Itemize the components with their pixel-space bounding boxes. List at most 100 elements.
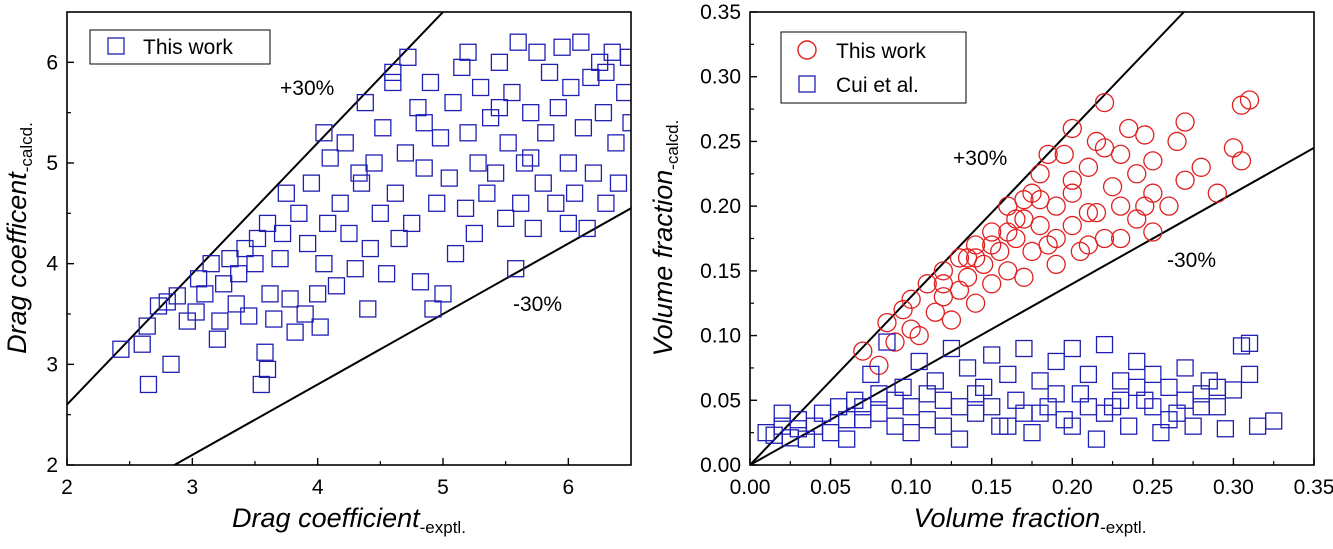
right-point-series-1 (983, 346, 1001, 364)
left-point-series-0 (553, 38, 571, 56)
left-point-series-0 (507, 260, 525, 278)
left-point-series-0 (281, 290, 299, 308)
right-point-series-0 (1191, 157, 1211, 177)
right-point-series-0 (1159, 196, 1179, 216)
right-point-series-1 (1023, 423, 1041, 442)
right-point-series-0 (949, 248, 970, 268)
right-point-series-1 (854, 411, 872, 429)
left-x-tick-label: 3 (186, 476, 198, 499)
left-point-series-0 (386, 184, 405, 202)
left-point-series-0 (565, 184, 584, 202)
left-y-tick-label: 6 (46, 51, 58, 74)
right-point-series-1 (1015, 339, 1033, 358)
right-y-axis-ticks: 0.00 0.05 0.10 0.15 0.20 0.25 0.30 0.35 (700, 1, 757, 477)
right-point-series-1 (1111, 391, 1130, 409)
right-legend-label-this-work: This work (836, 40, 926, 63)
right-point-series-0 (1006, 228, 1026, 249)
right-point-series-1 (1063, 417, 1081, 435)
right-point-series-1 (789, 420, 807, 438)
left-point-series-0 (319, 214, 337, 233)
left-point-series-0 (290, 204, 308, 222)
left-point-series-0 (133, 335, 151, 353)
left-point-series-0 (411, 273, 430, 291)
right-point-series-1 (1063, 339, 1081, 358)
left-point-series-0 (286, 323, 304, 341)
right-y-axis-title: Volume fraction-calcd. (648, 120, 682, 357)
right-point-series-0 (1014, 190, 1034, 210)
right-point-series-0 (1175, 112, 1195, 132)
right-point-series-1 (1208, 378, 1226, 396)
left-point-series-0 (350, 164, 368, 182)
left-point-series-0 (365, 154, 383, 172)
right-point-series-0 (1127, 164, 1147, 184)
left-point-series-0 (271, 249, 289, 268)
left-point-series-0 (277, 184, 295, 202)
right-point-series-0 (877, 312, 897, 333)
right-point-series-1 (1248, 417, 1267, 435)
left-point-series-0 (559, 214, 577, 233)
right-point-series-1 (838, 411, 856, 429)
right-point-series-0 (982, 235, 1002, 255)
left-point-series-0 (187, 303, 205, 321)
left-point-series-0 (469, 154, 487, 172)
left-point-series-0 (346, 260, 364, 278)
right-point-series-1 (999, 365, 1017, 384)
right-point-series-1 (1160, 411, 1178, 429)
left-point-series-0 (478, 184, 496, 202)
left-point-series-0 (522, 149, 540, 167)
left-point-series-0 (609, 174, 628, 192)
right-point-series-0 (1175, 170, 1195, 190)
left-point-series-0 (138, 317, 156, 335)
right-point-series-1 (1265, 412, 1283, 430)
left-point-series-0 (499, 134, 517, 152)
left-point-series-0 (431, 129, 450, 147)
left-point-series-0 (424, 300, 442, 318)
left-point-series-0 (331, 194, 349, 212)
right-point-series-0 (1086, 131, 1107, 152)
right-point-series-0 (1078, 202, 1099, 223)
right-point-series-1 (1047, 352, 1065, 371)
right-x-tick-label: 0.30 (1213, 476, 1254, 499)
right-point-series-0 (893, 300, 913, 320)
right-point-series-0 (933, 261, 954, 281)
right-point-series-0 (1094, 92, 1115, 113)
right-point-series-0 (1030, 190, 1050, 210)
right-point-series-1 (1144, 365, 1162, 384)
left-point-series-0 (534, 174, 552, 192)
right-point-series-1 (902, 398, 920, 416)
left-reference-line-plus30 (67, 12, 445, 406)
left-point-series-0 (490, 98, 509, 117)
left-legend: This work (89, 29, 271, 65)
left-reference-line-minus30 (172, 207, 631, 465)
left-point-series-0 (202, 255, 220, 273)
right-point-series-0 (1030, 215, 1050, 236)
right-y-tick-label: 0.05 (700, 389, 741, 412)
left-point-series-0 (321, 149, 339, 167)
left-point-series-0 (361, 239, 379, 258)
right-point-series-0 (1167, 131, 1187, 152)
right-point-series-0 (974, 254, 994, 275)
left-point-series-0 (246, 255, 264, 273)
left-point-series-0 (572, 33, 590, 51)
right-point-series-0 (1062, 183, 1082, 203)
right-point-series-1 (958, 359, 977, 377)
right-point-series-0 (1231, 151, 1252, 171)
left-reference-lines (67, 12, 631, 465)
right-point-series-1 (918, 411, 936, 429)
right-point-series-1 (983, 398, 1001, 416)
left-point-series-0 (471, 78, 490, 97)
left-legend-box (89, 29, 271, 65)
left-point-series-0 (371, 204, 389, 222)
left-point-series-0 (562, 78, 580, 97)
right-point-series-0 (901, 289, 921, 309)
right-point-series-0 (853, 341, 873, 361)
right-point-series-1 (1047, 385, 1065, 403)
left-y-tick-label: 4 (46, 253, 58, 276)
right-point-series-1 (870, 404, 888, 422)
left-y-tick-label: 5 (46, 152, 58, 175)
left-point-series-0 (309, 285, 327, 303)
left-point-series-0 (444, 93, 462, 112)
right-point-series-0 (1030, 164, 1050, 184)
left-point-series-0 (456, 199, 475, 217)
